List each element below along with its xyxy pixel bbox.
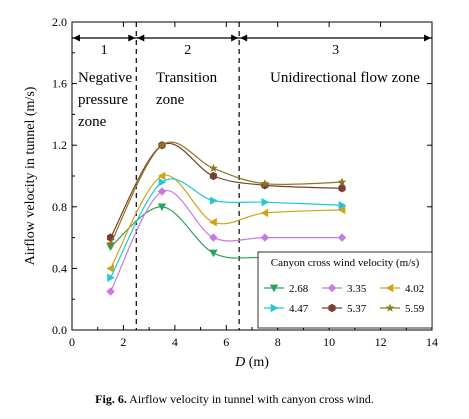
y-tick-label: 0.0 bbox=[52, 323, 67, 337]
data-point-3.35 bbox=[260, 233, 270, 242]
zone-arrowhead-right bbox=[128, 34, 136, 42]
data-point-3.35 bbox=[106, 287, 115, 296]
x-tick-label: 6 bbox=[223, 335, 229, 349]
caption-label: Fig. 6. bbox=[95, 392, 127, 406]
data-point-5.37 bbox=[338, 184, 346, 193]
chart: 0 2 4 6 8 10 12 140.00.40.81.21.62.0D (m)Airflo… bbox=[23, 15, 438, 370]
y-tick-label: 1.2 bbox=[52, 138, 67, 152]
y-axis-label: Airflow velocity in tunnel (m/s) bbox=[23, 86, 38, 265]
legend-title: Canyon cross wind velocity (m/s) bbox=[271, 257, 420, 269]
x-tick-label: 0 bbox=[69, 335, 75, 349]
data-point-4.02 bbox=[106, 264, 114, 273]
zone-arrowhead-left bbox=[240, 34, 248, 42]
data-point-4.02 bbox=[209, 218, 217, 227]
legend-label-3.35: 3.35 bbox=[347, 283, 367, 295]
zone-label: pressure bbox=[78, 92, 128, 108]
data-point-5.59 bbox=[260, 179, 270, 188]
zone-number: 1 bbox=[101, 43, 108, 58]
legend-box bbox=[257, 251, 433, 329]
data-point-5.59 bbox=[209, 163, 218, 173]
data-point-4.47 bbox=[261, 197, 270, 207]
data-point-2.68 bbox=[106, 243, 115, 252]
y-tick-label: 0.4 bbox=[52, 261, 67, 275]
data-point-5.59 bbox=[157, 140, 167, 149]
zone-number: 3 bbox=[332, 43, 339, 58]
zone-label: Transition bbox=[156, 70, 218, 86]
series-line-3.35 bbox=[110, 189, 342, 292]
zone-number: 2 bbox=[184, 43, 191, 58]
series-line-4.02 bbox=[110, 174, 343, 269]
data-point-3.35 bbox=[337, 233, 347, 242]
legend-label-4.02: 4.02 bbox=[405, 283, 424, 295]
data-point-4.02 bbox=[260, 208, 269, 218]
legend-label-5.59: 5.59 bbox=[405, 303, 425, 315]
x-tick-label: 8 bbox=[275, 335, 281, 349]
x-tick-label: 14 bbox=[426, 335, 438, 349]
zone-label: zone bbox=[156, 92, 185, 108]
zone-arrowhead-left bbox=[137, 34, 145, 42]
x-tick-label: 2 bbox=[120, 335, 126, 349]
zone-label: Negative bbox=[78, 70, 132, 86]
x-tick-label: 10 bbox=[323, 335, 335, 349]
plot-area: 0 2 4 6 8 10 12 140.00.40.81.21.62.0D (m)Airflo… bbox=[23, 15, 438, 370]
legend-marker-5.37 bbox=[328, 303, 336, 313]
legend-marker-4.02 bbox=[385, 283, 394, 293]
legend-marker-5.59 bbox=[385, 303, 395, 312]
data-point-5.59 bbox=[337, 177, 347, 186]
legend-marker-2.68 bbox=[269, 284, 279, 293]
legend-marker-3.35 bbox=[327, 283, 337, 293]
data-point-5.59 bbox=[106, 239, 115, 248]
y-tick-label: 2.0 bbox=[52, 15, 67, 29]
data-point-3.35 bbox=[209, 233, 218, 242]
caption-text: Airflow velocity in tunnel with canyon c… bbox=[126, 392, 374, 406]
data-point-4.47 bbox=[338, 201, 347, 210]
zone-label: Unidirectional flow zone bbox=[270, 70, 420, 86]
x-axis-symbol: D bbox=[234, 355, 245, 370]
series-line-2.68 bbox=[110, 206, 343, 260]
data-point-4.02 bbox=[337, 205, 346, 215]
data-point-4.47 bbox=[158, 177, 167, 187]
data-point-4.47 bbox=[210, 196, 218, 205]
data-point-3.35 bbox=[157, 187, 167, 196]
x-tick-label: 12 bbox=[375, 335, 387, 349]
figure-caption: Fig. 6. Airflow velocity in tunnel with … bbox=[0, 392, 469, 407]
legend-label-5.37: 5.37 bbox=[347, 303, 367, 315]
legend-marker-4.47 bbox=[270, 303, 279, 313]
data-point-2.68 bbox=[209, 249, 218, 258]
y-tick-label: 1.6 bbox=[52, 77, 67, 91]
zone-arrowhead-right bbox=[231, 34, 239, 42]
x-tick-label: 4 bbox=[172, 335, 178, 349]
x-axis-unit: (m) bbox=[245, 355, 269, 370]
data-point-4.47 bbox=[107, 273, 115, 282]
legend-label-2.68: 2.68 bbox=[289, 283, 309, 295]
legend-label-4.47: 4.47 bbox=[289, 303, 309, 315]
zone-arrowhead-left bbox=[73, 34, 80, 42]
zone-label: zone bbox=[78, 114, 107, 130]
x-axis-label: D (m) bbox=[234, 355, 269, 370]
series-line-5.59 bbox=[110, 141, 343, 245]
data-point-4.02 bbox=[157, 171, 166, 181]
zone-arrowhead-right bbox=[424, 34, 431, 42]
data-point-5.37 bbox=[209, 171, 218, 181]
data-point-2.68 bbox=[157, 203, 167, 211]
y-tick-label: 0.8 bbox=[52, 200, 67, 214]
